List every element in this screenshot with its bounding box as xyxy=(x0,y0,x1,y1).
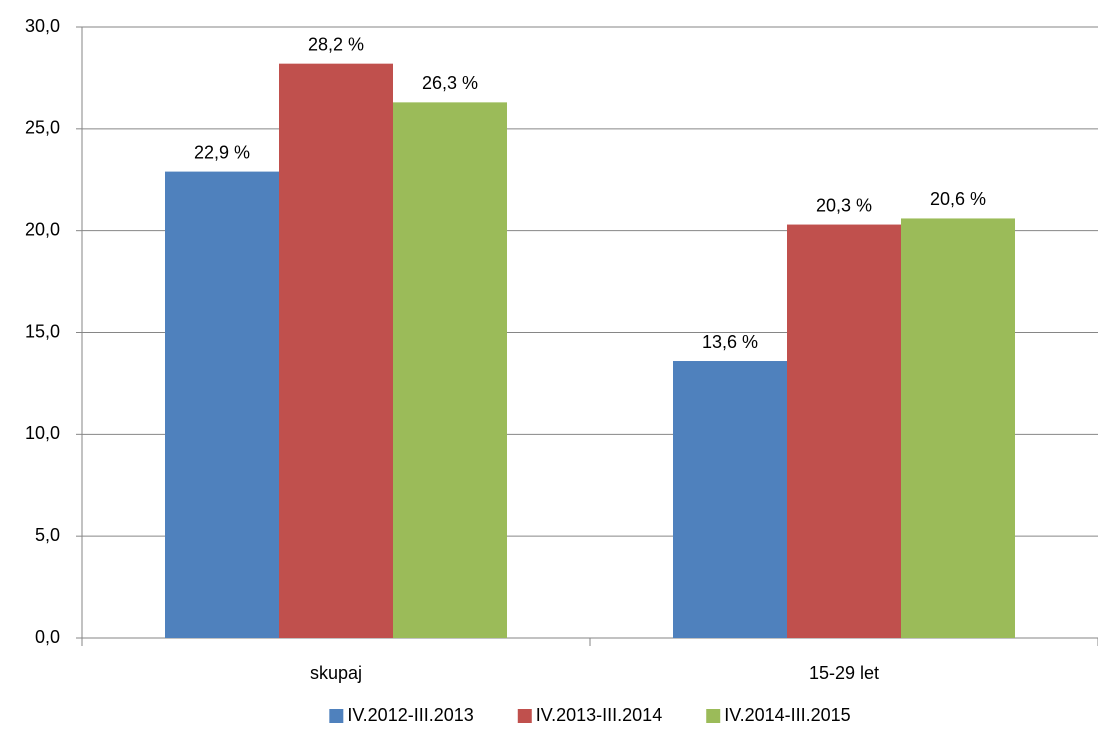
data-label: 20,3 % xyxy=(816,195,872,215)
y-tick-label: 20,0 xyxy=(25,219,60,239)
bar xyxy=(787,224,901,638)
data-label: 13,6 % xyxy=(702,332,758,352)
bar xyxy=(165,171,279,638)
legend-label: IV.2013-III.2014 xyxy=(536,705,662,725)
legend-swatch xyxy=(517,709,532,723)
legend-label: IV.2014-III.2015 xyxy=(724,705,850,725)
y-tick-label: 30,0 xyxy=(25,16,60,36)
data-label: 22,9 % xyxy=(194,142,250,162)
y-tick-label: 15,0 xyxy=(25,321,60,341)
y-tick-label: 25,0 xyxy=(25,118,60,138)
legend-label: IV.2012-III.2013 xyxy=(347,705,473,725)
legend-swatch xyxy=(706,709,721,723)
y-tick-label: 10,0 xyxy=(25,423,60,443)
data-label: 28,2 % xyxy=(308,34,364,54)
bar xyxy=(901,218,1015,639)
bar xyxy=(279,63,393,639)
legend-swatch xyxy=(329,709,344,723)
bar xyxy=(393,102,507,638)
bar xyxy=(673,361,787,638)
y-tick-label: 5,0 xyxy=(35,525,60,545)
x-tick-label: skupaj xyxy=(310,663,362,683)
y-tick-label: 0,0 xyxy=(35,627,60,647)
x-tick-label: 15-29 let xyxy=(809,663,879,683)
data-label: 26,3 % xyxy=(422,73,478,93)
data-label: 20,6 % xyxy=(930,189,986,209)
